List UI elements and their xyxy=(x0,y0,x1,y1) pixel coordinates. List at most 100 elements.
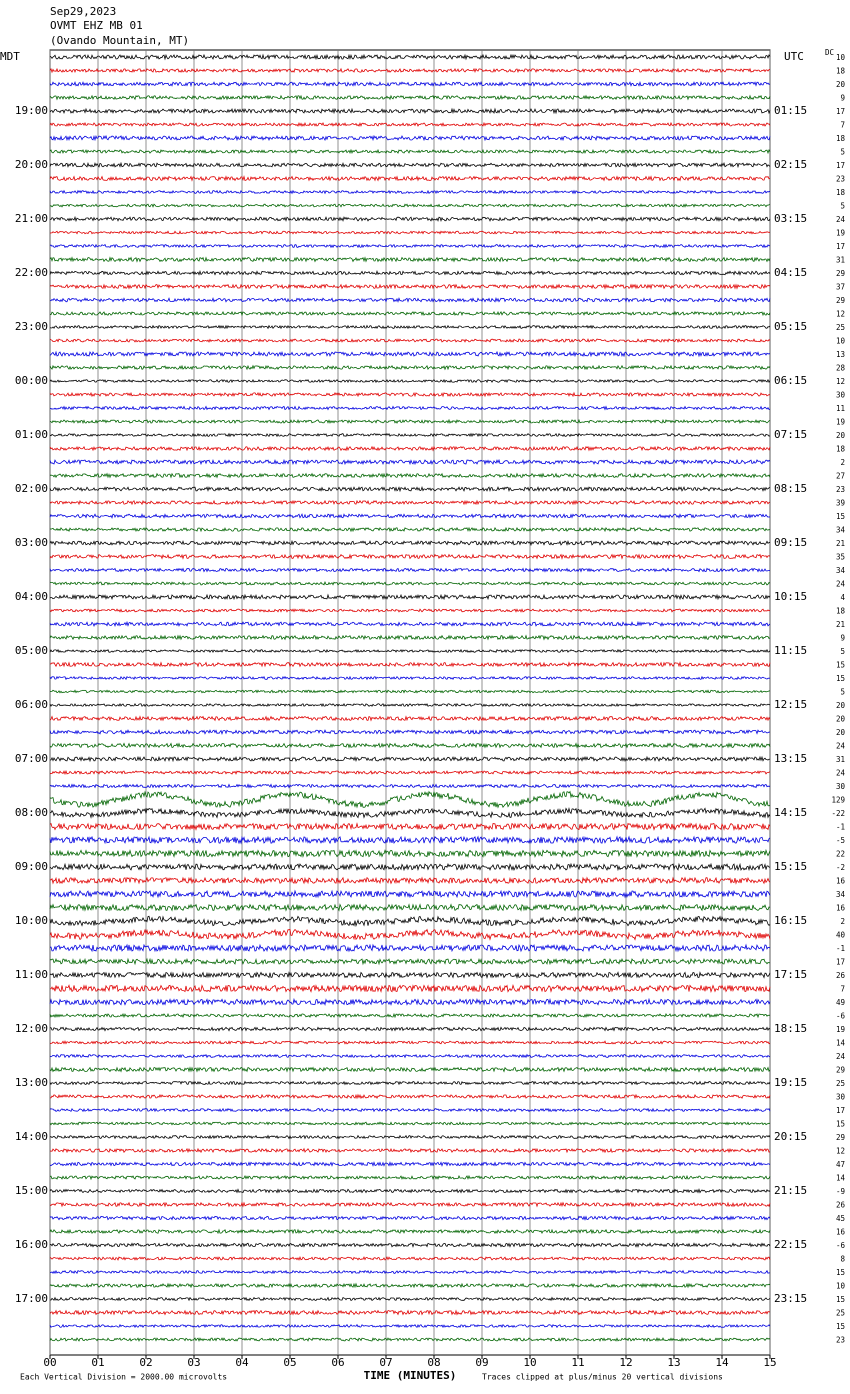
trace xyxy=(49,539,771,547)
right-time: 12:15 xyxy=(774,698,807,711)
trace xyxy=(49,80,771,88)
dc-value: 9 xyxy=(840,94,845,103)
dc-value: 10 xyxy=(836,1282,846,1291)
dc-value: 34 xyxy=(836,566,846,575)
trace xyxy=(49,783,771,789)
dc-value: 25 xyxy=(836,1309,845,1318)
trace xyxy=(49,256,771,263)
trace xyxy=(49,593,771,601)
trace xyxy=(49,526,771,533)
trace xyxy=(49,689,771,694)
dc-value: -9 xyxy=(836,1187,845,1196)
dc-value: 24 xyxy=(836,742,846,751)
trace xyxy=(49,1228,771,1235)
right-time: 04:15 xyxy=(774,266,807,279)
trace xyxy=(49,581,771,586)
dc-value: 15 xyxy=(836,1120,845,1129)
x-tick-label: 05 xyxy=(283,1356,296,1369)
dc-value: 9 xyxy=(840,634,845,643)
dc-value: 17 xyxy=(836,161,845,170)
left-time: 21:00 xyxy=(15,212,48,225)
dc-value: 23 xyxy=(836,1336,845,1345)
trace xyxy=(49,728,771,735)
dc-value: 15 xyxy=(836,1295,845,1304)
trace xyxy=(49,1012,771,1019)
trace xyxy=(49,215,771,223)
trace xyxy=(49,1026,771,1032)
trace xyxy=(49,269,771,276)
x-tick-label: 14 xyxy=(715,1356,729,1369)
dc-value: 39 xyxy=(836,499,845,508)
right-time: 02:15 xyxy=(774,158,807,171)
dc-value: 29 xyxy=(836,1133,845,1142)
trace xyxy=(49,928,771,941)
dc-value: 18 xyxy=(836,188,846,197)
trace xyxy=(49,648,771,654)
trace xyxy=(49,486,771,493)
header-line: (Ovando Mountain, MT) xyxy=(50,34,189,47)
trace xyxy=(49,790,771,809)
dc-value: 19 xyxy=(836,418,845,427)
x-tick-label: 08 xyxy=(427,1356,440,1369)
trace xyxy=(49,94,771,101)
trace xyxy=(49,848,771,859)
dc-value: 29 xyxy=(836,1066,845,1075)
trace xyxy=(49,608,771,613)
right-time: 18:15 xyxy=(774,1022,807,1035)
dc-value: 14 xyxy=(836,1039,846,1048)
dc-value: 35 xyxy=(836,553,845,562)
right-time: 06:15 xyxy=(774,374,807,387)
dc-value: 24 xyxy=(836,1052,846,1061)
dc-value: 17 xyxy=(836,958,845,967)
right-time: 03:15 xyxy=(774,212,807,225)
dc-value: 19 xyxy=(836,1025,845,1034)
footer-right: Traces clipped at plus/minus 20 vertical… xyxy=(482,1373,723,1382)
left-time: 04:00 xyxy=(15,590,48,603)
trace xyxy=(49,1121,771,1126)
trace xyxy=(49,1174,771,1181)
dc-value: 10 xyxy=(836,53,846,62)
dc-value: 20 xyxy=(836,701,846,710)
trace xyxy=(49,1161,771,1167)
left-time: 13:00 xyxy=(15,1076,48,1089)
dc-value: 18 xyxy=(836,445,846,454)
trace xyxy=(49,1107,771,1113)
dc-value: 34 xyxy=(836,890,846,899)
right-time: 14:15 xyxy=(774,806,807,819)
trace xyxy=(49,1080,771,1086)
left-time: 11:00 xyxy=(15,968,48,981)
trace xyxy=(49,1282,771,1289)
trace xyxy=(49,297,771,303)
dc-value: 31 xyxy=(836,256,845,265)
trace xyxy=(49,634,771,641)
trace xyxy=(49,1255,771,1261)
dc-value: 26 xyxy=(836,971,846,980)
dc-value: 29 xyxy=(836,269,845,278)
trace xyxy=(49,742,771,749)
dc-value: 24 xyxy=(836,215,846,224)
dc-value: 22 xyxy=(836,850,845,859)
right-time: 21:15 xyxy=(774,1184,807,1197)
trace xyxy=(49,915,771,928)
trace xyxy=(49,769,771,776)
dc-value: 20 xyxy=(836,80,846,89)
trace xyxy=(49,1296,771,1302)
trace xyxy=(49,1336,771,1342)
trace xyxy=(49,1242,771,1248)
trace xyxy=(49,472,771,479)
x-tick-label: 04 xyxy=(235,1356,249,1369)
dc-value: 4 xyxy=(840,593,845,602)
dc-value: 15 xyxy=(836,1268,845,1277)
trace xyxy=(49,822,771,831)
left-title: MDT xyxy=(0,50,20,63)
trace xyxy=(49,230,771,235)
dc-value: 8 xyxy=(840,1255,845,1264)
trace xyxy=(49,364,771,371)
trace xyxy=(50,1093,771,1100)
dc-value: 14 xyxy=(836,1174,846,1183)
trace xyxy=(49,499,771,506)
trace xyxy=(49,134,771,142)
dc-value: -6 xyxy=(836,1241,846,1250)
trace xyxy=(49,378,771,384)
dc-value: 18 xyxy=(836,134,846,143)
